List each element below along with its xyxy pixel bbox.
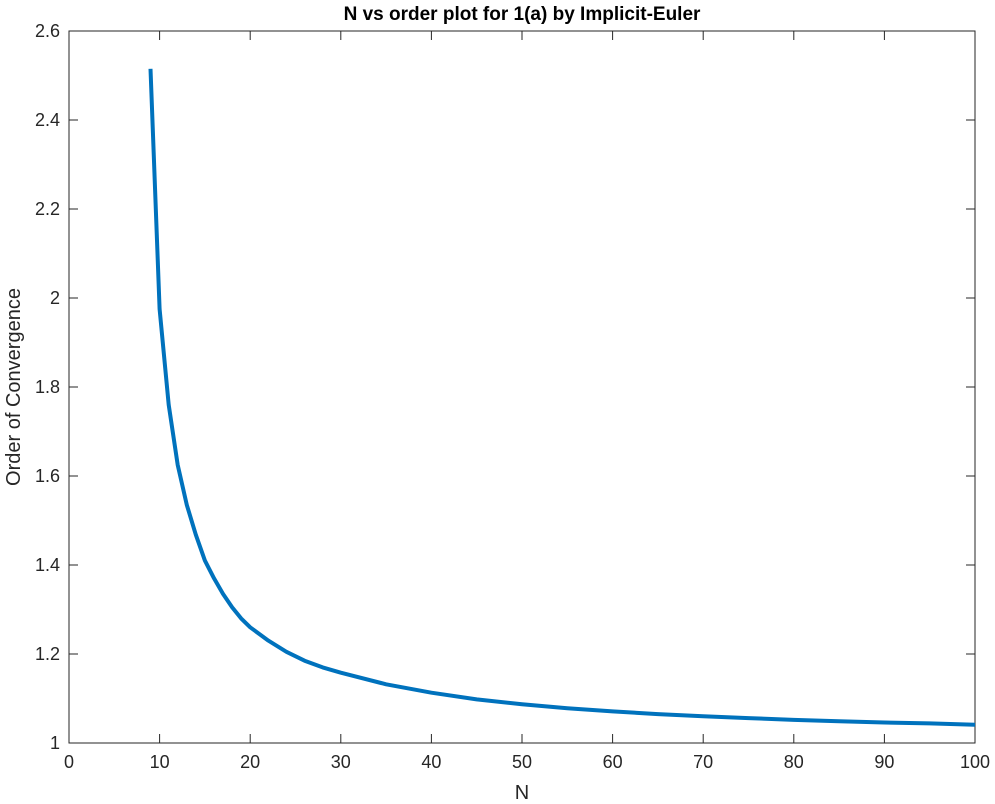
y-axis-label: Order of Convergence xyxy=(3,288,25,486)
series-layer xyxy=(148,68,976,727)
y-tick-label: 2.4 xyxy=(35,110,60,130)
plot-box xyxy=(68,30,976,744)
chart-title: N vs order plot for 1(a) by Implicit-Eul… xyxy=(344,4,701,25)
series-line xyxy=(148,68,976,727)
x-axis-label: N xyxy=(515,782,529,804)
y-tick-label: 1.6 xyxy=(35,466,60,486)
y-tick-label: 1.2 xyxy=(35,644,60,664)
x-tick-label: 50 xyxy=(512,752,532,772)
x-tick-label: 90 xyxy=(874,752,894,772)
x-tick-label: 30 xyxy=(331,752,351,772)
plot-axes xyxy=(68,30,976,744)
x-tick-label: 10 xyxy=(150,752,170,772)
x-tick-label: 0 xyxy=(64,752,74,772)
y-tick-label: 1.8 xyxy=(35,377,60,397)
y-axis-ticks: 1 1.2 1.4 1.6 1.8 2 2.2 2.4 2.6 xyxy=(35,21,975,753)
x-tick-label: 100 xyxy=(960,752,990,772)
x-tick-label: 40 xyxy=(421,752,441,772)
y-tick-label: 2.6 xyxy=(35,21,60,41)
y-tick-label: 2 xyxy=(50,288,60,308)
x-tick-label: 20 xyxy=(240,752,260,772)
y-tick-label: 1 xyxy=(50,733,60,753)
y-tick-label: 1.4 xyxy=(35,555,60,575)
x-axis-ticks: 0 10 20 30 40 50 60 70 80 90 100 xyxy=(64,31,990,772)
x-tick-label: 60 xyxy=(603,752,623,772)
y-tick-label: 2.2 xyxy=(35,199,60,219)
x-tick-label: 80 xyxy=(784,752,804,772)
x-tick-label: 70 xyxy=(693,752,713,772)
